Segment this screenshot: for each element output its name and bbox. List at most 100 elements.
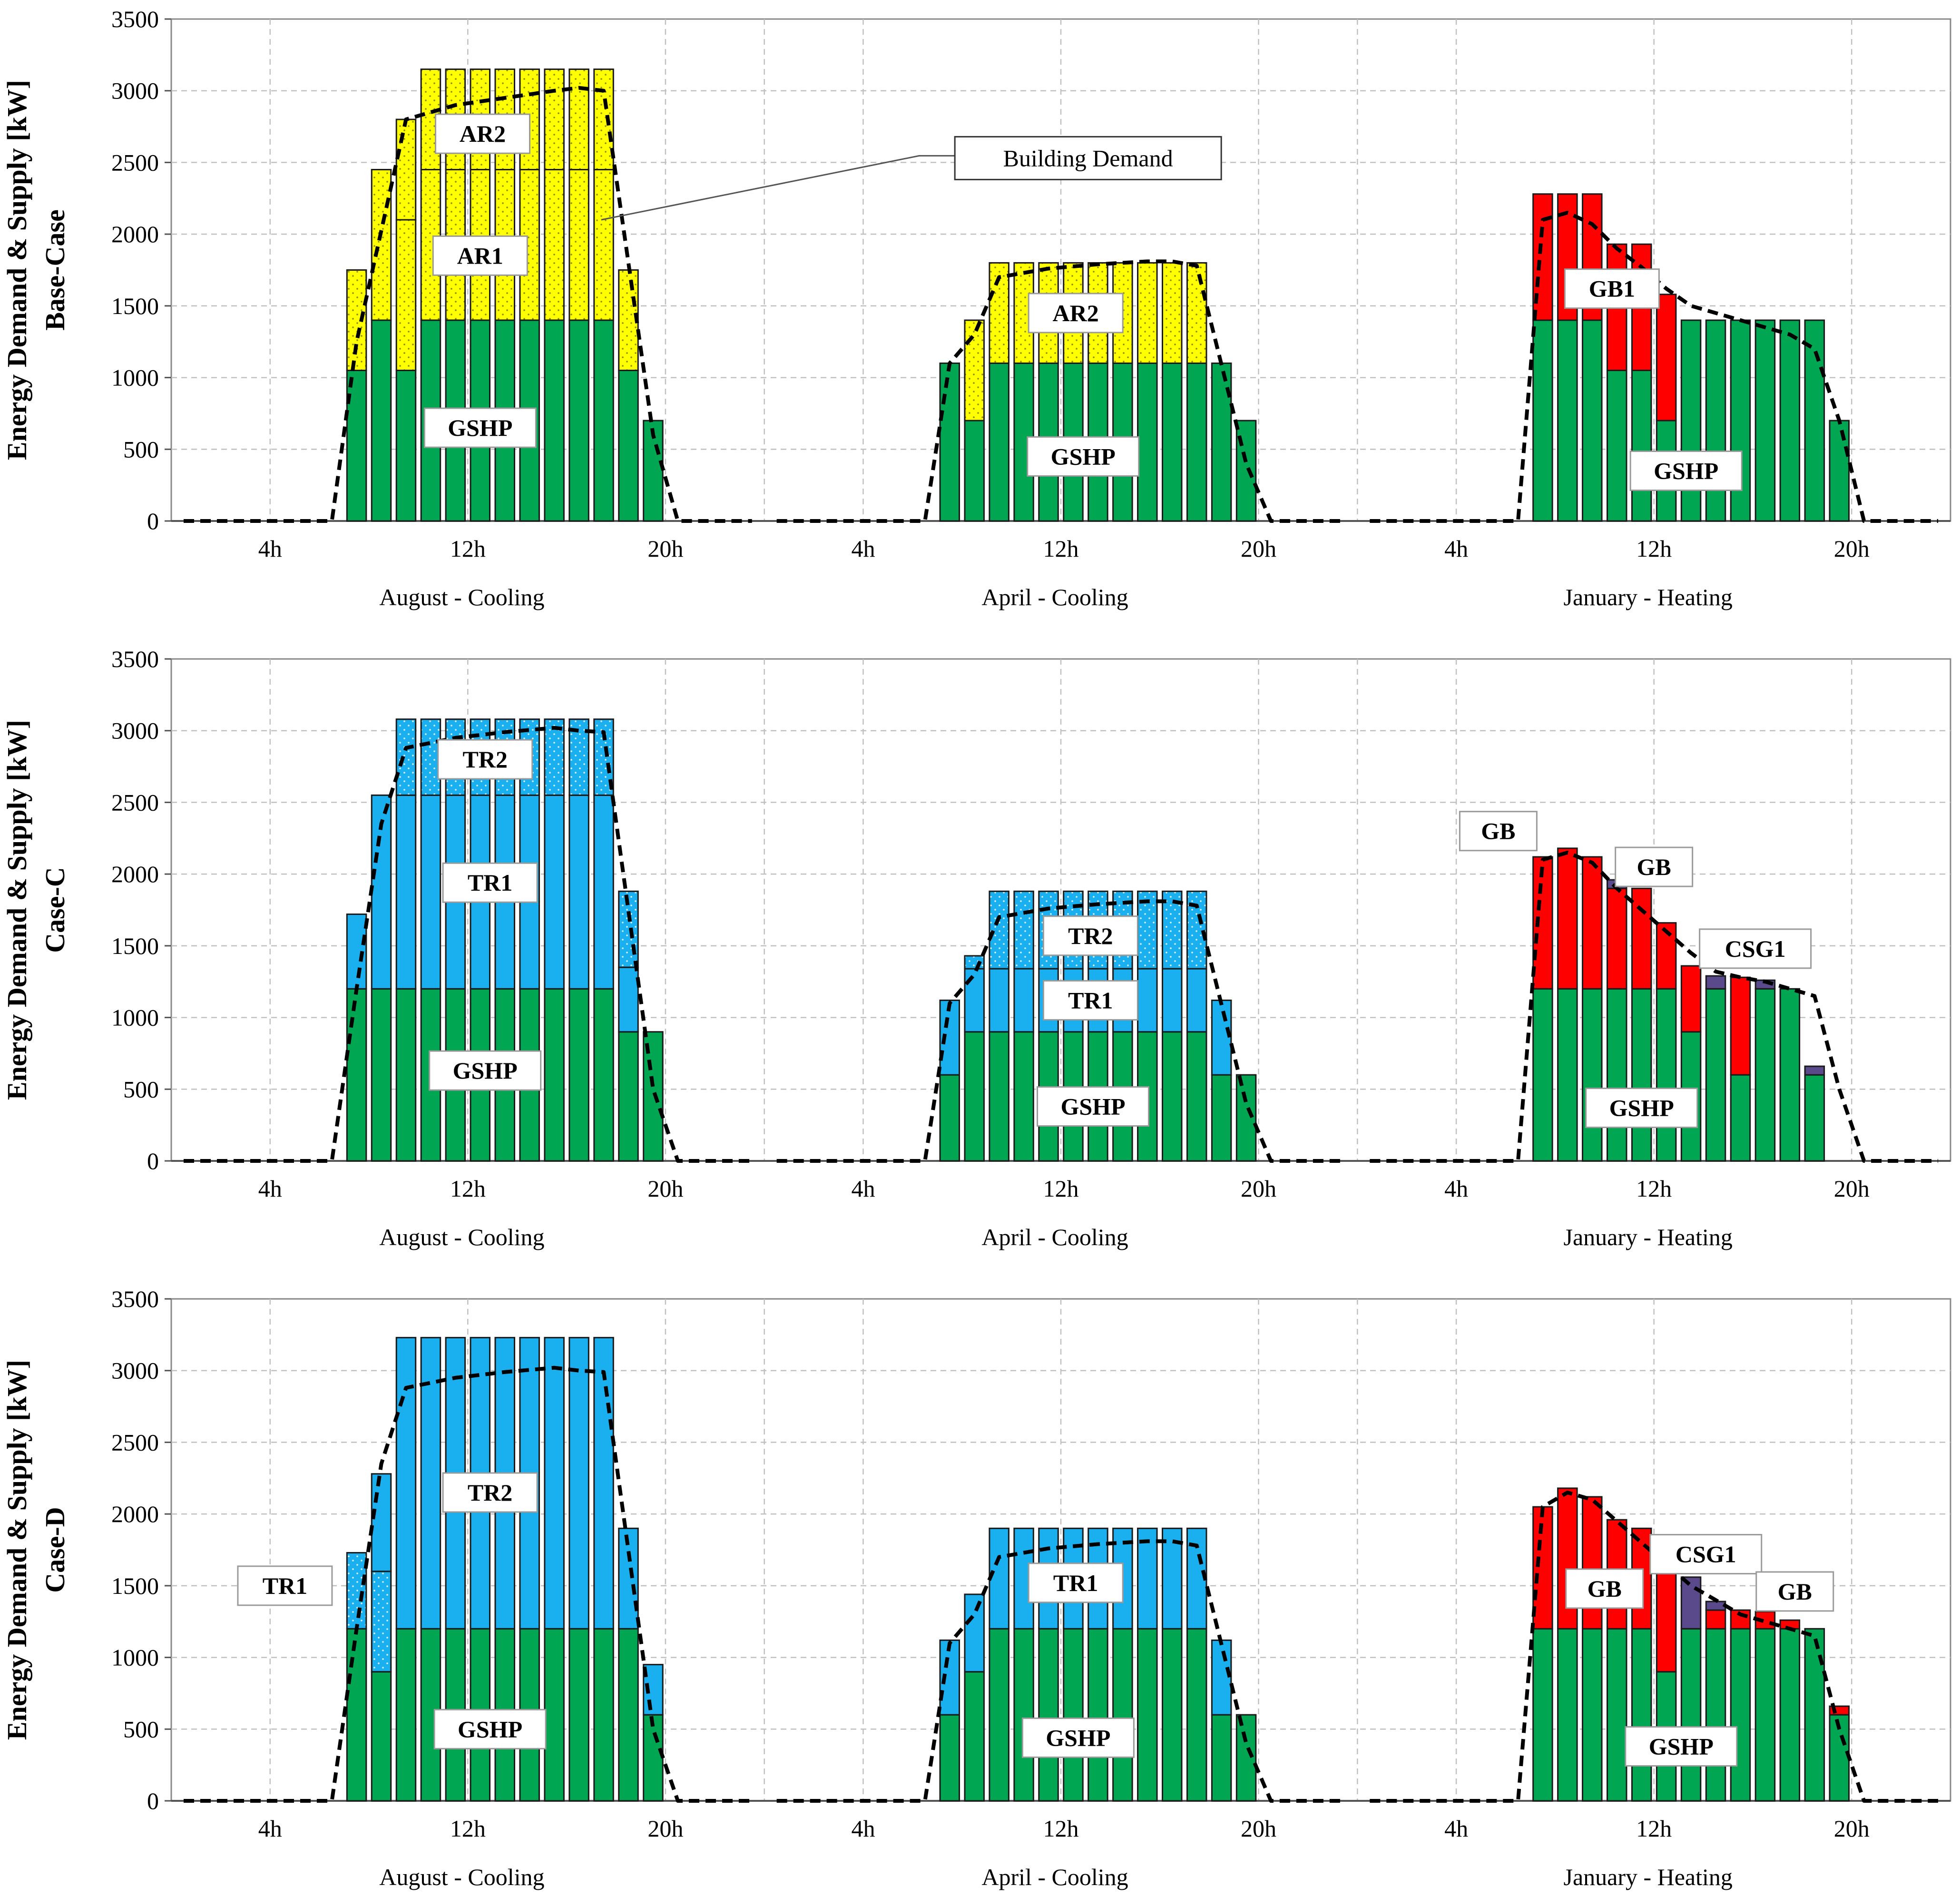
- y-tick-label: 1000: [111, 1004, 159, 1031]
- bar-tr2-h10: [395, 718, 417, 796]
- bar-gshp-h18: [1779, 1628, 1801, 1802]
- bar-gshp-h16: [1730, 1074, 1751, 1162]
- bar-gshp-h17: [1161, 362, 1183, 522]
- y-tick-label: 3000: [111, 78, 159, 104]
- bar-csg1-h15: [1705, 975, 1726, 990]
- bar-tr1-h11: [1013, 968, 1034, 1033]
- y-tick-label: 3500: [111, 1286, 159, 1312]
- bar-tr1-h16: [1137, 1527, 1158, 1630]
- series-label-box: [1459, 811, 1538, 852]
- bar-gshp-h16: [544, 1628, 565, 1802]
- bar-gshp-h19: [618, 1628, 639, 1802]
- series-label-box: [442, 862, 538, 903]
- bar-ar2-h18: [593, 69, 614, 170]
- x-tick-label: 12h: [1043, 535, 1079, 562]
- bar-ar1-h8: [346, 269, 367, 371]
- series-label: GSHP: [458, 1716, 522, 1742]
- bar-gshp-h18: [593, 988, 614, 1162]
- bar-gshp-h8: [1532, 1628, 1553, 1802]
- series-label-box: [1028, 1562, 1124, 1603]
- bar-tr2-h10: [395, 1336, 417, 1630]
- case-label: Case-C: [39, 867, 70, 953]
- building-demand-line: [183, 1366, 752, 1803]
- bar-gshp-h17: [1754, 988, 1776, 1162]
- series-label-box: [1649, 1534, 1763, 1575]
- series-label-box: [237, 1565, 333, 1606]
- x-tick-label: 20h: [1834, 535, 1870, 562]
- bar-ar1-h9: [371, 169, 392, 321]
- bar-tr2-h16: [544, 1336, 565, 1630]
- bar-gshp-h17: [1754, 1628, 1776, 1802]
- month-title: August - Cooling: [379, 1864, 544, 1890]
- series-label: GB: [1778, 1578, 1812, 1605]
- bar-gshp-h17: [1161, 1031, 1183, 1162]
- x-tick-label: 20h: [647, 1175, 683, 1202]
- bar-gshp-h16: [1137, 1628, 1158, 1802]
- series-label-box: [429, 1050, 542, 1091]
- bar-tr1-h10: [395, 794, 417, 990]
- bar-tr1-h11: [420, 794, 441, 990]
- bar-gshp-h17: [568, 319, 589, 522]
- series-label-box: [1755, 1571, 1834, 1612]
- series-label: TR1: [468, 869, 512, 896]
- bar-gshp-h19: [1211, 1074, 1232, 1162]
- bar-tr1-h16: [1137, 968, 1158, 1033]
- y-axis-title: Energy Demand & Supply [kW]: [1, 720, 32, 1100]
- y-tick-label: 3500: [111, 6, 159, 32]
- series-label-box: [1042, 980, 1138, 1021]
- bar-gshp-h20: [643, 1714, 664, 1802]
- month-title: January - Heating: [1563, 584, 1732, 610]
- series-label: TR2: [462, 746, 507, 773]
- series-label-box: [1564, 268, 1660, 309]
- x-tick-label: 20h: [647, 1815, 683, 1842]
- bar-gshp-h19: [618, 1031, 639, 1162]
- y-tick-label: 1000: [111, 1644, 159, 1671]
- bar-gshp-h19: [1211, 1714, 1232, 1802]
- bar-gb-h11: [1606, 887, 1627, 990]
- building-demand-line: [183, 726, 752, 1163]
- series-label-box: [1027, 436, 1140, 477]
- series-label-box: [423, 407, 537, 448]
- x-tick-label: 4h: [258, 1175, 282, 1202]
- bar-gshp-h20: [1829, 420, 1850, 522]
- bar-gshp-h17: [568, 988, 589, 1162]
- bar-tr2-h10: [989, 890, 1009, 970]
- y-tick-label: 500: [123, 1076, 159, 1102]
- bar-tr2-h16: [1137, 890, 1158, 970]
- bar-gb-h16: [1730, 1609, 1751, 1630]
- y-tick-label: 1500: [111, 1572, 159, 1599]
- y-tick-label: 3000: [111, 1357, 159, 1384]
- bar-gshp-h8: [1532, 319, 1553, 522]
- bar-gshp-h17: [1161, 1628, 1183, 1802]
- bar-gshp-h18: [593, 319, 614, 522]
- bar-tr2-h11: [420, 1336, 441, 1630]
- bar-tr1-h9: [964, 968, 985, 1033]
- bar-gb-h9: [1557, 847, 1578, 990]
- bar-gshp-h15: [1705, 988, 1726, 1162]
- month-title: January - Heating: [1563, 1224, 1732, 1250]
- series-label: TR2: [468, 1479, 512, 1506]
- bar-gshp-h15: [1705, 1628, 1726, 1802]
- series-label: AR2: [1053, 300, 1099, 326]
- bar-tr1-h10: [989, 1527, 1009, 1630]
- bar-gshp-h18: [1186, 1628, 1207, 1802]
- series-label-box: [1615, 846, 1694, 887]
- series-label-box: [1625, 1726, 1738, 1767]
- y-axis-title: Energy Demand & Supply [kW]: [1, 1360, 32, 1740]
- bar-gb1-h13: [1656, 294, 1677, 422]
- month-title: August - Cooling: [379, 584, 544, 610]
- bar-tr1-h9: [964, 1593, 985, 1673]
- bar-csg1-h14: [1680, 1576, 1702, 1630]
- y-tick-label: 2500: [111, 149, 159, 176]
- bar-gb-h10: [1582, 856, 1603, 990]
- bar-tr2-h19: [618, 1527, 639, 1630]
- bar-gshp-h9: [371, 1671, 392, 1802]
- y-tick-label: 1500: [111, 933, 159, 959]
- x-tick-label: 20h: [647, 535, 683, 562]
- bar-gshp-h10: [395, 1628, 417, 1802]
- bar-tr1-h9: [371, 1571, 392, 1673]
- y-axis-title: Energy Demand & Supply [kW]: [1, 80, 32, 460]
- bar-gshp-h9: [371, 988, 392, 1162]
- bar-tr2-h18: [593, 1336, 614, 1630]
- bar-gshp-h20: [1235, 1714, 1257, 1802]
